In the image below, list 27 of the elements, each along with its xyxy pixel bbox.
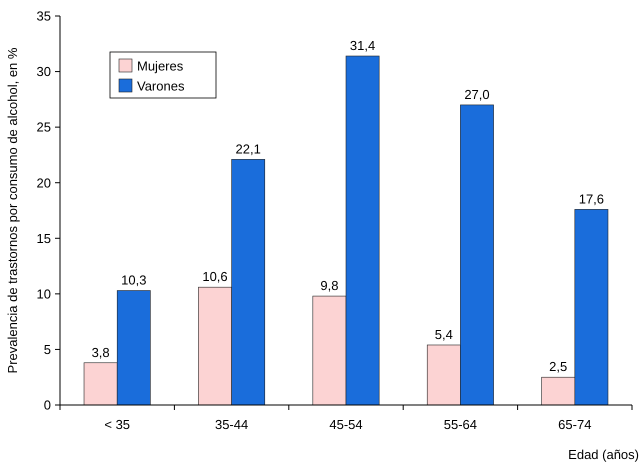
x-tick-label: 65-74 [558,417,592,432]
y-tick-label: 20 [36,175,51,190]
data-label: 5,4 [434,326,453,342]
x-tick-label: 35-44 [214,417,248,432]
x-axis-title: Edad (años) [568,447,639,462]
data-label: 2,5 [549,359,568,374]
y-axis-title: Prevalencia de trastornos por consumo de alcohol, en % [5,47,20,374]
data-label: 10,3 [121,272,146,288]
data-label: 17,6 [578,191,604,206]
data-label: 31,4 [350,38,376,54]
y-tick-label: 35 [36,8,51,24]
y-tick-label: 10 [36,286,51,302]
legend-label: Varones [137,78,185,94]
data-label: 27,0 [464,86,490,102]
x-tick-label: 55-64 [444,417,478,432]
x-tick-label: 45-54 [329,417,363,432]
y-tick-label: 0 [44,398,51,413]
data-label: 10,6 [202,269,228,284]
y-tick-label: 30 [36,64,51,80]
y-tick-label: 25 [36,120,51,135]
data-label: 9,8 [320,278,338,294]
legend-label: Mujeres [137,58,184,74]
y-tick-label: 15 [36,230,51,246]
data-label: 3,8 [92,344,110,360]
data-label: 22,1 [236,141,261,156]
x-tick-label: < 35 [104,417,130,432]
y-tick-label: 5 [44,342,51,357]
